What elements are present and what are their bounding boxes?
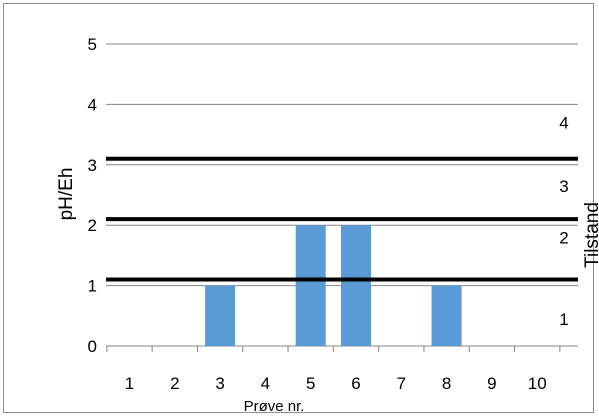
x-axis-title: Prøve nr.: [244, 398, 305, 415]
bar: [205, 285, 236, 346]
x-tick-label: 7: [397, 374, 406, 393]
x-tick-label: 5: [306, 374, 315, 393]
zone-label: 2: [559, 228, 568, 247]
y-tick-label: 3: [88, 156, 97, 175]
y-tick-label: 4: [88, 95, 97, 114]
x-tick-label: 8: [442, 374, 451, 393]
zone-label: 1: [559, 310, 568, 329]
x-tick-label: 6: [351, 374, 360, 393]
y-tick-labels: 0 1 2 3 4 5: [88, 35, 97, 356]
y-tick-label: 0: [88, 337, 97, 356]
bar: [341, 225, 371, 346]
y-tick-label: 5: [88, 35, 97, 54]
x-tick-label: 2: [170, 374, 179, 393]
x-tick-label: 4: [261, 374, 270, 393]
bar: [431, 285, 462, 346]
zone-label: 4: [559, 114, 568, 133]
y-tick-label: 2: [88, 216, 97, 235]
right-axis-title: Tilstand: [582, 202, 599, 268]
bar: [295, 225, 326, 346]
zone-label: 3: [559, 177, 568, 196]
x-tick-label: 9: [487, 374, 496, 393]
gridlines: [106, 43, 578, 352]
bars: [205, 225, 462, 346]
x-tick-label: 3: [215, 374, 224, 393]
x-tick-label: 1: [125, 374, 134, 393]
y-axis-title: pH/Eh: [56, 168, 77, 221]
zone-labels: 1 2 3 4: [559, 114, 568, 329]
threshold-lines: [106, 156, 578, 282]
x-tick-label: 10: [528, 374, 547, 393]
x-tick-labels: 1 2 3 4 5 6 7 8 9 10: [125, 374, 547, 393]
y-tick-label: 1: [88, 277, 97, 296]
